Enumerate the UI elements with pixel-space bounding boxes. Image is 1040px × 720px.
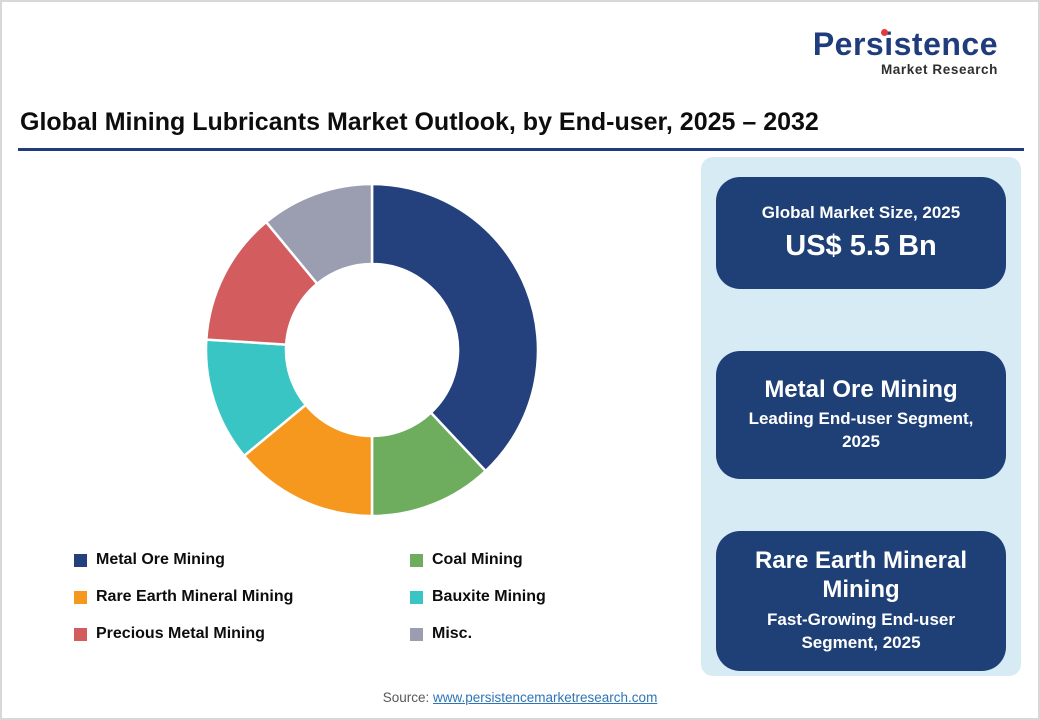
chart-legend: Metal Ore Mining Coal Mining Rare Earth Mi…: [74, 550, 546, 644]
legend-item-bauxite-mining: Bauxite Mining: [410, 587, 546, 607]
legend-label: Metal Ore Mining: [96, 551, 225, 568]
legend-item-coal-mining: Coal Mining: [410, 550, 546, 570]
leading-segment-card: Metal Ore Mining Leading End-user Segmen…: [716, 351, 1006, 479]
source-link[interactable]: www.persistencemarketresearch.com: [432, 690, 658, 705]
legend-item-metal-ore-mining: Metal Ore Mining: [74, 550, 410, 570]
brand-name: Persistence: [813, 28, 998, 60]
legend-swatch: [74, 627, 87, 641]
brand-i-dot-icon: [880, 29, 888, 36]
donut-chart-svg: [204, 182, 540, 518]
legend-label: Rare Earth Mineral Mining: [96, 588, 294, 605]
legend-label: Bauxite Mining: [432, 588, 546, 605]
leading-segment-name: Metal Ore Mining: [764, 375, 958, 403]
market-size-label: Global Market Size, 2025: [761, 202, 961, 222]
fast-growing-segment-desc: Fast-Growing End-user Segment, 2025: [767, 609, 955, 652]
page-title: Global Mining Lubricants Market Outlook,…: [20, 108, 819, 136]
market-size-value: US$ 5.5 Bn: [785, 229, 937, 262]
donut-segment-misc: [264, 182, 374, 286]
leading-segment-desc: Leading End-user Segment, 2025: [748, 409, 974, 452]
legend-swatch: [74, 553, 87, 567]
legend-swatch: [410, 553, 423, 567]
legend-swatch: [410, 590, 423, 604]
legend-item-precious-metal-mining: Precious Metal Mining: [74, 624, 410, 644]
legend-item-misc: Misc.: [410, 624, 546, 644]
legend-label: Misc.: [432, 625, 473, 642]
donut-segment-metal-ore-mining: [370, 182, 540, 473]
legend-label: Precious Metal Mining: [96, 625, 265, 642]
brand-subtitle: Market Research: [880, 62, 998, 77]
fast-growing-segment-name: Rare Earth Mineral Mining: [754, 547, 968, 604]
legend-swatch: [410, 627, 423, 641]
brand-logo: Persistence Market Research: [813, 28, 998, 77]
market-size-card: Global Market Size, 2025 US$ 5.5 Bn: [716, 177, 1006, 289]
title-underline: [18, 148, 1024, 151]
source-label: Source:: [382, 690, 430, 705]
legend-item-rare-earth-mineral-mining: Rare Earth Mineral Mining: [74, 587, 410, 607]
legend-swatch: [74, 590, 87, 604]
legend-label: Coal Mining: [432, 551, 523, 568]
fast-growing-segment-card: Rare Earth Mineral Mining Fast-Growing E…: [716, 531, 1006, 671]
donut-chart: [200, 178, 544, 522]
info-panel: Global Market Size, 2025 US$ 5.5 Bn Meta…: [701, 157, 1021, 676]
source-line: Source: www.persistencemarketresearch.co…: [2, 690, 1038, 705]
brand-text: Persistence: [812, 26, 998, 62]
